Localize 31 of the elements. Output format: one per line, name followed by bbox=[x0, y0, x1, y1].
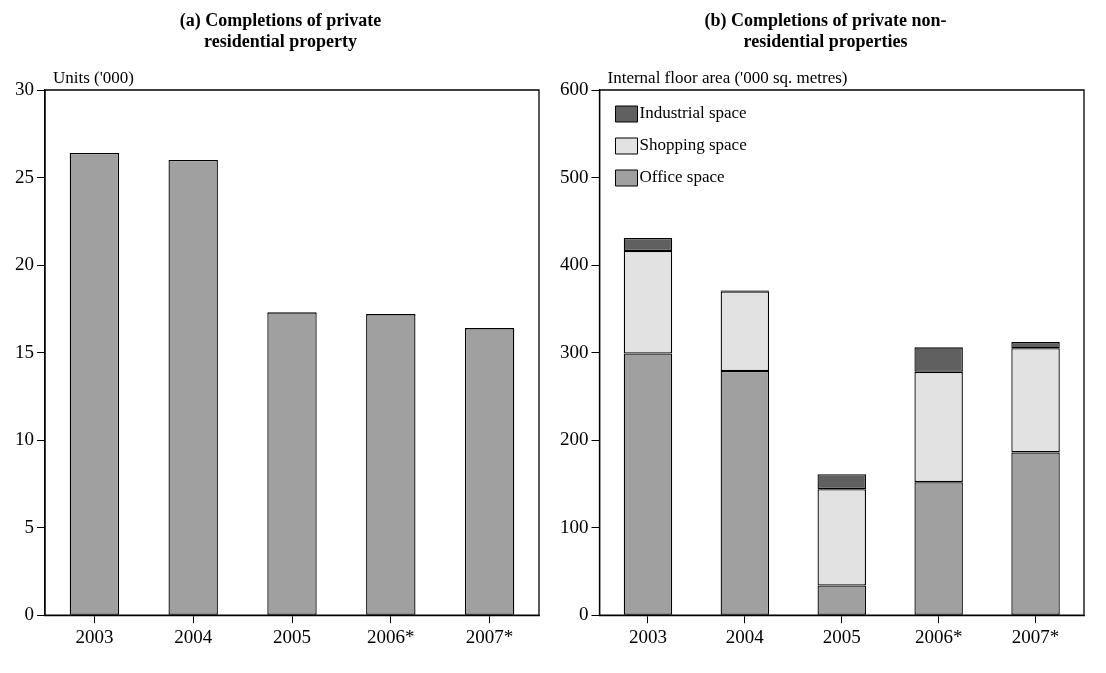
y-tick-label: 200 bbox=[560, 428, 589, 450]
legend-label: Industrial space bbox=[639, 103, 747, 123]
y-tick-label: 30 bbox=[15, 77, 34, 99]
x-tick-label: 2005 bbox=[822, 625, 861, 647]
y-tick-label: 0 bbox=[24, 603, 34, 625]
y-tick-label: 600 bbox=[560, 77, 589, 99]
y-tick-label: 100 bbox=[560, 515, 589, 537]
x-tick-label: 2005 bbox=[273, 625, 311, 647]
y-tick-label: 20 bbox=[15, 253, 34, 275]
legend-label: Office space bbox=[639, 167, 725, 187]
y-tick-label: 0 bbox=[579, 603, 589, 625]
y-tick-label: 300 bbox=[560, 340, 589, 362]
x-tick-label: 2006* bbox=[367, 625, 415, 647]
legend-label: Shopping space bbox=[639, 135, 747, 155]
x-tick-label: 2003 bbox=[75, 625, 114, 647]
y-tick-label: 10 bbox=[15, 428, 34, 450]
chart-title: (b) Completions of private non-residential properties bbox=[703, 10, 948, 53]
y-axis-title: Units ('000) bbox=[53, 67, 134, 87]
y-tick-label: 15 bbox=[15, 340, 34, 362]
x-tick-label: 2004 bbox=[174, 625, 213, 647]
x-tick-label: 2004 bbox=[725, 625, 765, 647]
y-tick-label: 25 bbox=[15, 165, 34, 187]
y-axis-title: Internal floor area ('000 sq. metres) bbox=[607, 67, 848, 87]
x-tick-label: 2003 bbox=[628, 625, 667, 647]
y-tick-label: 400 bbox=[560, 253, 589, 275]
x-tick-label: 2006* bbox=[914, 625, 963, 647]
x-tick-label: 2007* bbox=[465, 625, 514, 647]
y-tick-label: 500 bbox=[560, 165, 589, 187]
chart-title: (a) Completions of private residential property bbox=[178, 10, 383, 53]
y-tick-label: 5 bbox=[24, 515, 34, 537]
x-tick-label: 2007* bbox=[1011, 625, 1060, 647]
